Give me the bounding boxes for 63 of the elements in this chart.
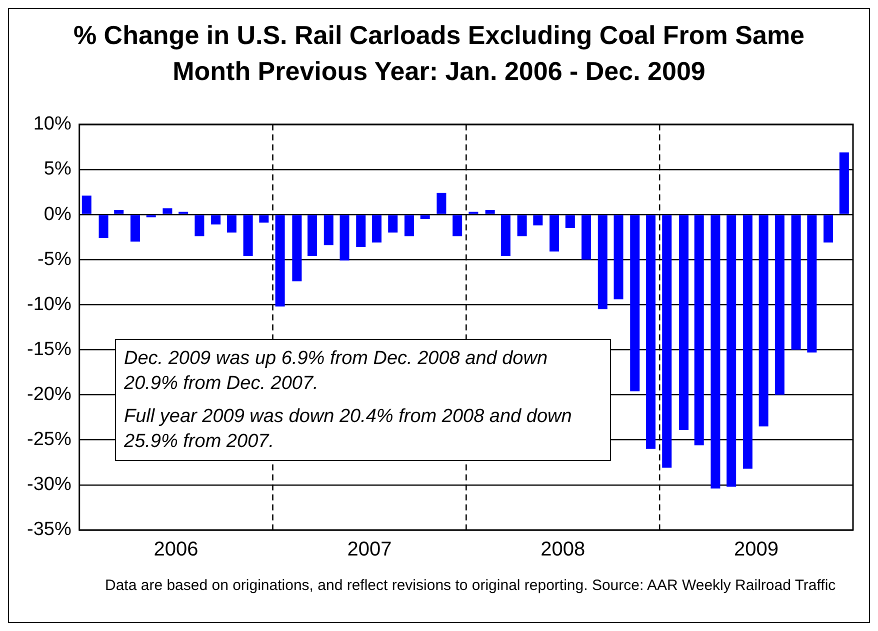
- bar: [259, 215, 269, 223]
- bar: [500, 215, 510, 256]
- bar: [662, 215, 672, 468]
- bar: [774, 215, 784, 395]
- y-tick-label: -5%: [38, 248, 72, 270]
- bar: [614, 215, 624, 300]
- bar: [726, 215, 736, 487]
- bar: [194, 215, 204, 236]
- bar: [324, 215, 334, 246]
- x-tick-label: 2007: [347, 538, 392, 561]
- text: Data are based on originations, and reflect revisions to original reporting. Source: AAR Weekly Railroad Traffic: [105, 576, 837, 596]
- y-tick-label: -10%: [26, 294, 72, 315]
- bar: [114, 210, 124, 214]
- bar: [211, 215, 221, 224]
- bar: [162, 208, 172, 214]
- bar: [308, 215, 318, 256]
- bar: [824, 215, 834, 242]
- x-tick-label: 2008: [540, 538, 586, 561]
- bar: [565, 215, 575, 228]
- bar: [436, 192, 446, 214]
- bar: [582, 215, 592, 260]
- y-tick-label: -20%: [26, 384, 72, 406]
- y-tick-label: -15%: [26, 338, 72, 360]
- y-tick-label: -25%: [26, 429, 72, 450]
- bar: [420, 215, 430, 220]
- annotation: Full year 2009 was down 20.4% from 2008 and down 25.9% from 2007.: [124, 405, 573, 454]
- bar: [356, 215, 366, 247]
- bar: [452, 215, 462, 236]
- bar: [694, 215, 704, 446]
- bar: [791, 215, 801, 350]
- bar: [243, 215, 253, 256]
- annotation: Dec. 2009 was up 6.9% from Dec. 2008 and down 20.9% from Dec. 2007.: [124, 347, 549, 396]
- bar: [275, 215, 285, 306]
- y-tick-label: 10%: [33, 114, 72, 135]
- bar: [710, 215, 720, 489]
- y-tick-label: -30%: [26, 474, 72, 496]
- y-tick-label: 5%: [44, 158, 72, 180]
- bar: [404, 215, 414, 236]
- bar: [372, 215, 382, 242]
- bar: [630, 215, 640, 392]
- bar: [679, 215, 689, 430]
- bar: [839, 152, 849, 214]
- bar: [130, 215, 140, 242]
- bar: [388, 215, 398, 233]
- bar: [533, 215, 543, 226]
- bar: [485, 210, 495, 214]
- bar: [98, 215, 108, 238]
- x-tick-label: 2009: [734, 538, 779, 561]
- bar: [598, 215, 608, 310]
- bar: [758, 215, 768, 426]
- bar: [517, 215, 527, 236]
- y-tick-label: 0%: [44, 204, 72, 225]
- bar: [340, 215, 350, 260]
- chart-title: % Change in U.S. Rail Carloads Excluding Coal From Same Month Previous Year: Jan. 2006 - Dec. 2009: [72, 19, 806, 88]
- bar: [226, 215, 236, 233]
- bar: [646, 215, 656, 449]
- bar: [82, 196, 92, 214]
- bar: [742, 215, 752, 469]
- bar: [807, 215, 817, 352]
- y-tick-label: -35%: [26, 519, 72, 540]
- bar: [550, 215, 560, 252]
- x-tick-label: 2006: [154, 538, 198, 561]
- bar: [292, 215, 302, 282]
